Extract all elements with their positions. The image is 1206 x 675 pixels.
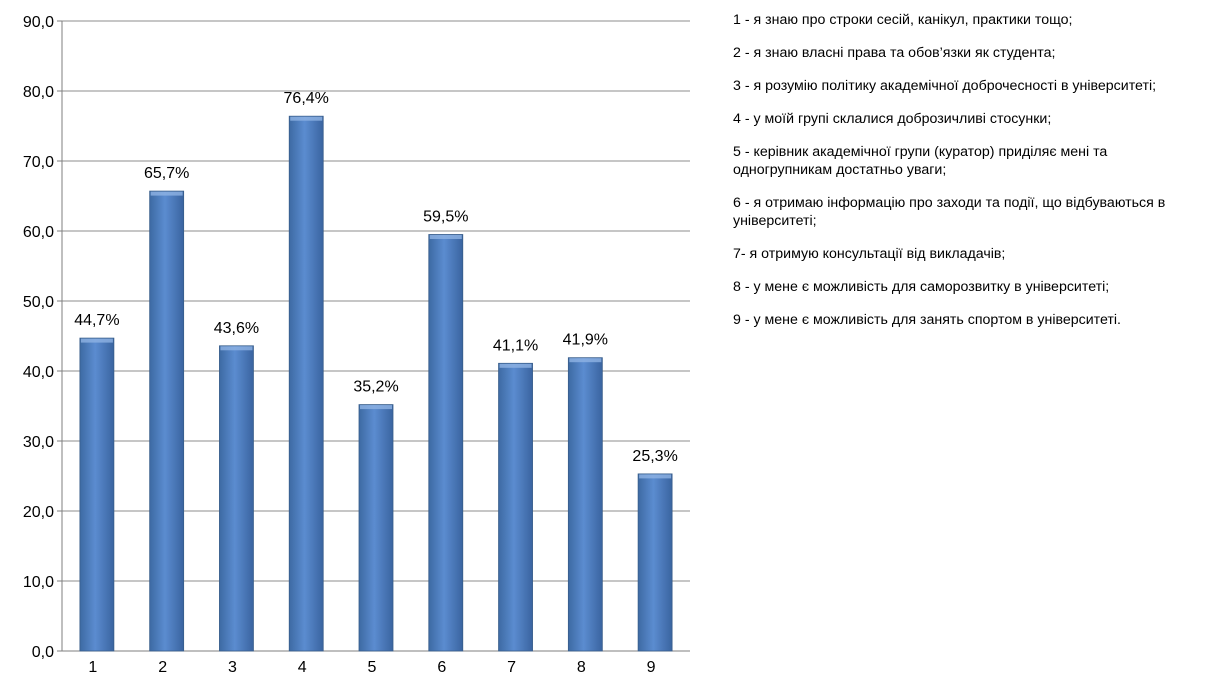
bar — [219, 345, 254, 652]
data-label: 44,7% — [74, 312, 119, 329]
bar — [567, 357, 603, 652]
y-tick-label: 30,0 — [23, 434, 54, 451]
bar-cap — [499, 363, 532, 368]
data-label: 25,3% — [632, 448, 677, 465]
x-tick-label: 1 — [88, 659, 97, 675]
bar — [428, 234, 464, 652]
y-axis-ticks: 0,0 10,0 20,0 30,0 40,0 50,0 60,0 70,0 80,0 90,0 — [23, 14, 54, 661]
data-labels: 44,7% 65,7% 43,6% 76,4% 35,2% 59,5% 41,1% 41,9%… — [74, 90, 678, 465]
y-tick-label: 60,0 — [23, 224, 54, 241]
y-tick-label: 70,0 — [23, 154, 54, 171]
bar — [79, 337, 115, 652]
bar-cap — [360, 405, 392, 410]
y-tick-label: 20,0 — [23, 504, 54, 521]
bar-cap — [569, 358, 602, 363]
data-label: 65,7% — [144, 165, 189, 182]
bar-cap — [290, 116, 323, 121]
y-tick-label: 0,0 — [32, 644, 54, 661]
bar-cap — [220, 346, 253, 351]
bar — [358, 404, 394, 652]
bar — [149, 190, 185, 652]
legend-item-9: 9 - у мене є можливість для занять спорт… — [733, 312, 1122, 328]
bar-cap — [429, 235, 462, 239]
data-label: 59,5% — [423, 209, 468, 226]
y-tick-label: 80,0 — [23, 84, 54, 101]
bar — [637, 473, 673, 652]
legend-item-7: 7- я отримую консультації від викладачів… — [733, 246, 1006, 262]
x-tick-label: 7 — [507, 659, 516, 675]
legend-item-2: 2 - я знаю власні права та обов’язки як … — [733, 45, 1056, 61]
bar-cap — [80, 338, 113, 343]
bar-cap — [150, 191, 183, 196]
data-label: 41,1% — [493, 337, 538, 354]
x-tick-label: 4 — [298, 659, 307, 675]
data-label: 35,2% — [353, 379, 398, 396]
x-tick-label: 6 — [437, 659, 446, 675]
data-label: 43,6% — [214, 320, 259, 337]
legend-item-5: 5 - керівник академічної групи (куратор)… — [733, 144, 1108, 178]
data-label: 76,4% — [284, 90, 329, 107]
bar-chart: 0,0 10,0 20,0 30,0 40,0 50,0 60,0 70,0 80,0 9 0,0 … — [23, 14, 690, 675]
legend-item-8: 8 - у мене є можливість для саморозвитку… — [733, 279, 1110, 295]
y-tick-label: 10,0 — [23, 574, 54, 591]
y-tick-label: 90,0 — [23, 14, 54, 31]
bars — [79, 115, 673, 652]
x-axis-ticks: 1 2 3 4 5 6 7 8 9 — [88, 659, 655, 675]
bar — [498, 362, 533, 652]
legend-item-4: 4 - у моїй групі склалися доброзичливі с… — [733, 111, 1052, 127]
x-tick-label: 9 — [647, 659, 656, 675]
y-tick-label: 40,0 — [23, 364, 54, 381]
data-label: 41,9% — [563, 332, 608, 349]
x-tick-label: 3 — [228, 659, 237, 675]
y-tick-label: 50,0 — [23, 294, 54, 311]
legend-item-3: 3 - я розумію політику академічної добро… — [733, 78, 1157, 94]
x-tick-label: 5 — [368, 659, 377, 675]
x-tick-label: 8 — [577, 659, 586, 675]
bar-cap — [639, 474, 672, 479]
legend: 1 - я знаю про строки сесій, канікул, пр… — [733, 11, 1203, 344]
bar — [288, 115, 324, 652]
legend-item-1: 1 - я знаю про строки сесій, канікул, пр… — [733, 12, 1073, 28]
x-tick-label: 2 — [158, 659, 167, 675]
legend-item-6: 6 - я отримаю інформацію про заходи та п… — [733, 195, 1166, 229]
